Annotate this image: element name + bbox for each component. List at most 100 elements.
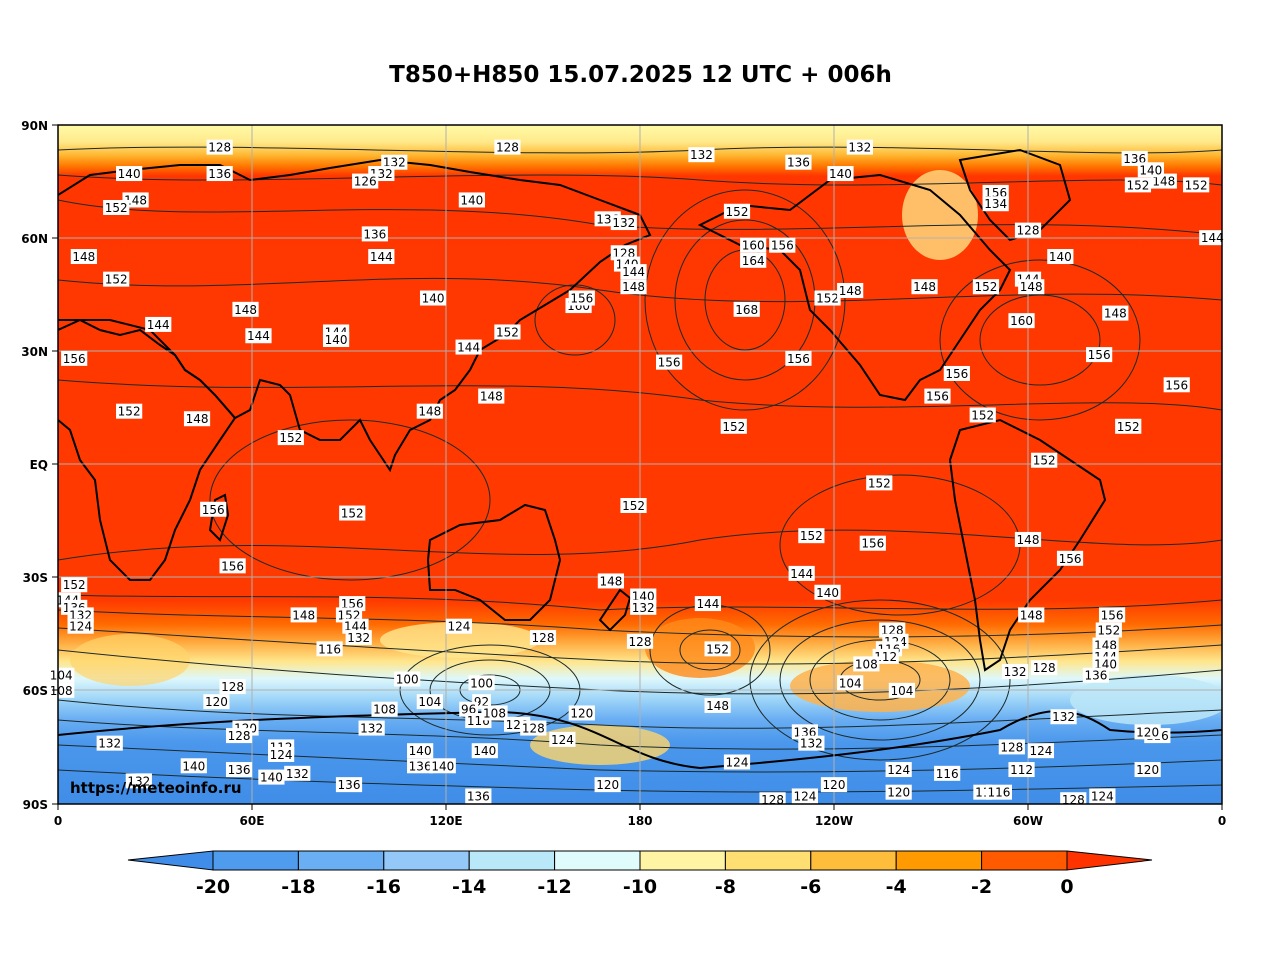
cold-patch-south-atlantic	[70, 634, 190, 686]
contour-label: 124	[1027, 743, 1055, 759]
lat-tick-label: 60N	[21, 232, 48, 246]
svg-text:140: 140	[118, 167, 141, 181]
contour-label: 128	[520, 720, 547, 736]
svg-text:148: 148	[706, 699, 729, 713]
contour-label: 148	[911, 279, 938, 295]
contour-label: 148	[704, 697, 731, 713]
svg-text:136: 136	[338, 778, 361, 792]
contour-label: 156	[1086, 347, 1113, 363]
contour-label: 128	[529, 630, 557, 646]
lat-tick-label: 90N	[21, 119, 48, 133]
svg-text:132: 132	[360, 722, 383, 736]
contour-label: 124	[723, 754, 751, 770]
svg-text:152: 152	[868, 476, 891, 490]
contour-label: 126	[352, 173, 379, 189]
svg-text:148: 148	[622, 280, 645, 294]
svg-text:108: 108	[483, 706, 506, 720]
colorbar-label: -20	[196, 876, 230, 898]
contour-label: 156	[924, 388, 951, 404]
contour-label: 128	[219, 679, 246, 695]
svg-text:112: 112	[874, 650, 897, 664]
svg-text:124: 124	[69, 620, 92, 634]
contour-label: 148	[1018, 607, 1045, 623]
svg-text:116: 116	[318, 642, 341, 656]
lat-axis: 90N 60N 30N EQ 30S 60S 90S	[21, 119, 58, 812]
svg-text:148: 148	[186, 412, 209, 426]
colorbar-swatches	[212, 850, 1068, 871]
svg-text:156: 156	[570, 292, 593, 306]
svg-text:160: 160	[742, 239, 765, 253]
svg-text:140: 140	[182, 759, 205, 773]
contour-label: 136	[465, 788, 492, 804]
colorbar-max-arrow	[1066, 850, 1153, 871]
svg-text:120: 120	[570, 706, 593, 720]
contour-label: 156	[785, 350, 812, 366]
contour-label: 152	[103, 271, 130, 287]
svg-text:144: 144	[696, 597, 719, 611]
svg-text:140: 140	[1049, 250, 1072, 264]
contour-label: 156	[200, 501, 227, 517]
svg-text:156: 156	[926, 390, 949, 404]
contour-label: 144	[368, 249, 395, 265]
colorbar-label: -12	[537, 876, 571, 898]
svg-text:132: 132	[347, 631, 370, 645]
contour-label: 128	[759, 792, 786, 808]
svg-text:144: 144	[622, 265, 645, 279]
contour-label: 156	[859, 535, 886, 551]
contour-label: 152	[798, 528, 825, 544]
svg-text:144: 144	[1201, 231, 1224, 245]
isohypse-high-indian	[209, 419, 491, 581]
colorbar-label: -4	[886, 876, 907, 898]
svg-text:152: 152	[622, 499, 645, 513]
colorbar-swatch	[297, 850, 385, 871]
contour-label: 128	[626, 633, 654, 649]
coastline-new-zealand	[598, 588, 632, 632]
svg-text:156: 156	[63, 352, 86, 366]
svg-text:160: 160	[1010, 314, 1033, 328]
svg-text:140: 140	[422, 292, 445, 306]
svg-text:152: 152	[800, 529, 823, 543]
lat-tick-label: 60S	[23, 684, 48, 698]
colorbar-swatch	[383, 850, 470, 871]
svg-text:120: 120	[596, 778, 619, 792]
contour-label: 128	[998, 739, 1025, 755]
svg-text:128: 128	[629, 635, 652, 649]
svg-text:148: 148	[418, 405, 441, 419]
svg-text:148: 148	[480, 390, 503, 404]
coastline-north-america	[697, 173, 1012, 402]
svg-text:156: 156	[1059, 552, 1082, 566]
contour-label: 160	[740, 237, 767, 253]
contour-label: 152	[494, 324, 521, 340]
svg-text:124: 124	[1091, 789, 1114, 803]
contour-label: 124	[445, 618, 473, 634]
contour-label: 152	[61, 577, 88, 593]
svg-text:156: 156	[1088, 348, 1111, 362]
svg-text:124: 124	[1029, 744, 1052, 758]
contour-label: 136	[206, 166, 233, 182]
isohypse-lines	[58, 146, 1222, 793]
svg-text:148: 148	[1104, 307, 1127, 321]
colorbar: -20 -18 -16 -14 -12 -10 -8 -6 -4 -2 0	[127, 850, 1153, 898]
lat-tick-label: 90S	[23, 798, 48, 812]
svg-text:140: 140	[1139, 163, 1162, 177]
contour-label: 148	[837, 282, 864, 298]
contour-label: 152	[339, 505, 366, 521]
contour-label: 100	[468, 675, 495, 691]
contour-label: 140	[471, 743, 498, 759]
svg-text:136: 136	[409, 759, 432, 773]
contour-label: 144	[1199, 230, 1226, 246]
contour-label: 152	[972, 279, 1000, 295]
colorbar-label: 0	[1060, 876, 1073, 898]
contour-label: 144	[145, 316, 172, 332]
svg-text:132: 132	[98, 737, 121, 751]
colorbar-swatch	[554, 850, 641, 871]
svg-text:124: 124	[270, 748, 293, 762]
svg-text:168: 168	[735, 303, 758, 317]
svg-text:156: 156	[221, 559, 244, 573]
contour-label: 124	[1089, 788, 1116, 804]
colorbar-label: -10	[623, 876, 657, 898]
svg-text:124: 124	[793, 789, 816, 803]
svg-text:148: 148	[124, 193, 147, 207]
contour-label: 104	[416, 694, 443, 710]
watermark: https://meteoinfo.ru	[70, 779, 242, 797]
